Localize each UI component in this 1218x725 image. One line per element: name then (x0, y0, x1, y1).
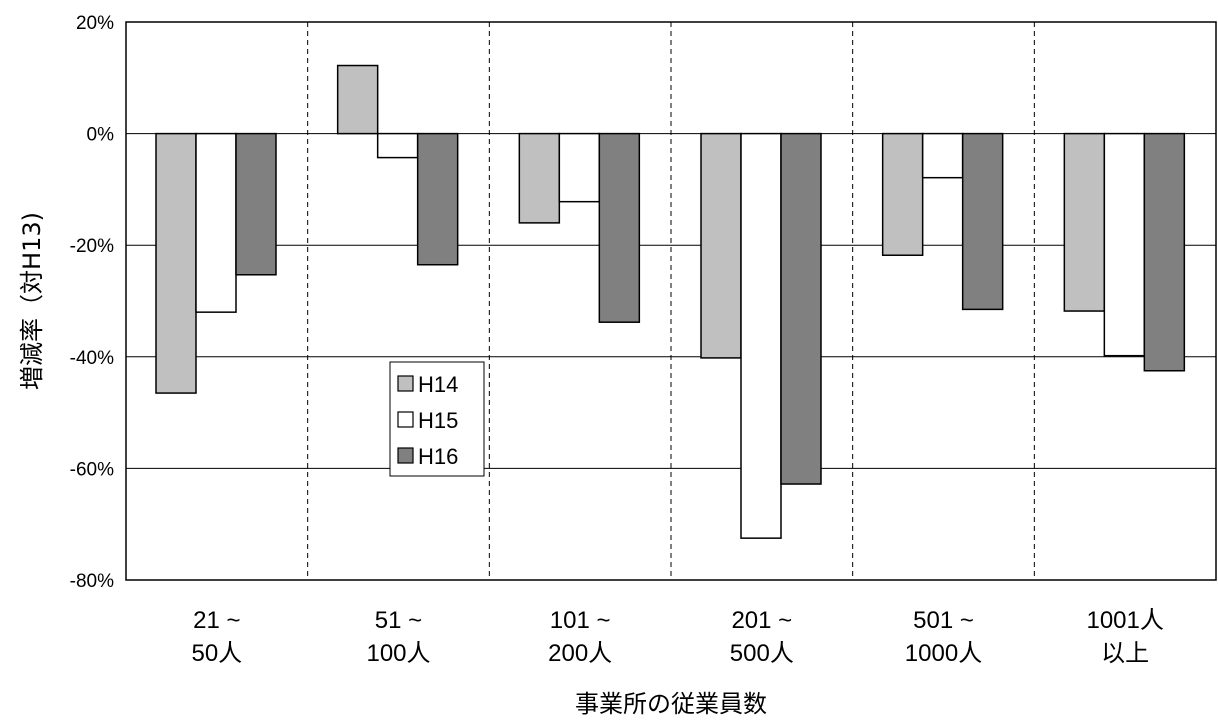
legend-label: H16 (418, 444, 458, 469)
x-category-label: 1001人 (1086, 607, 1163, 634)
bar-h15 (1103, 132, 1146, 357)
bars (155, 64, 1186, 539)
y-tick-label: -60% (70, 459, 114, 480)
x-category-label: 50人 (191, 640, 242, 667)
bar-h16 (780, 132, 822, 485)
legend: H14 H15 H16 (389, 361, 485, 477)
y-tick-label: -40% (70, 348, 114, 369)
legend-swatch (397, 447, 414, 464)
legend-label: H14 (418, 372, 458, 397)
bar-h14 (1063, 132, 1106, 312)
x-axis-title: 事業所の従業員数 (575, 690, 767, 718)
legend-swatch (397, 411, 414, 428)
y-tick-label: -80% (70, 571, 114, 592)
grid-lines (126, 21, 1216, 581)
bar-h14 (881, 132, 924, 256)
y-tick-label: -20% (70, 236, 114, 257)
x-category-label: 200人 (548, 640, 612, 667)
bar-h15 (195, 132, 237, 313)
bar-h16 (416, 132, 459, 266)
x-category-label: 501 ~ (913, 607, 974, 634)
x-category-label: 以上 (1101, 640, 1149, 667)
x-category-label: 100人 (366, 640, 430, 667)
x-category-label: 101 ~ (550, 607, 611, 634)
x-category-label: 201 ~ (731, 607, 792, 634)
x-category-label: 1000人 (905, 640, 982, 667)
x-category-label: 51 ~ (375, 607, 422, 634)
bar-h16 (235, 132, 277, 276)
x-category-label: 21 ~ (193, 607, 240, 634)
plot-area (125, 21, 1217, 581)
bar-h15 (376, 132, 419, 159)
bar-h14 (155, 132, 197, 394)
x-category-label: 500人 (730, 640, 794, 667)
legend-swatch (397, 375, 414, 392)
bar-h15 (740, 132, 782, 539)
bar-h14 (700, 132, 742, 359)
bar-h16 (598, 132, 641, 323)
bar-h14 (336, 64, 379, 135)
bar-h16 (961, 132, 1004, 311)
x-category-labels: 21 ~ 50人 51 ~ 100人 101 ~ 200人 201 ~ 500人 501 ~ 10… (191, 607, 1163, 667)
y-tick-labels: 20% 0% -20% -40% -60% -80% (70, 13, 114, 592)
legend-label: H15 (418, 408, 458, 433)
bar-h14 (518, 132, 561, 224)
bar-h15 (558, 132, 601, 203)
bar-h15 (921, 132, 964, 179)
y-tick-label: 0% (87, 125, 115, 146)
y-tick-label: 20% (76, 13, 114, 34)
y-axis-title: 増減率（対H13) (18, 212, 46, 390)
bar-h16 (1143, 132, 1186, 372)
